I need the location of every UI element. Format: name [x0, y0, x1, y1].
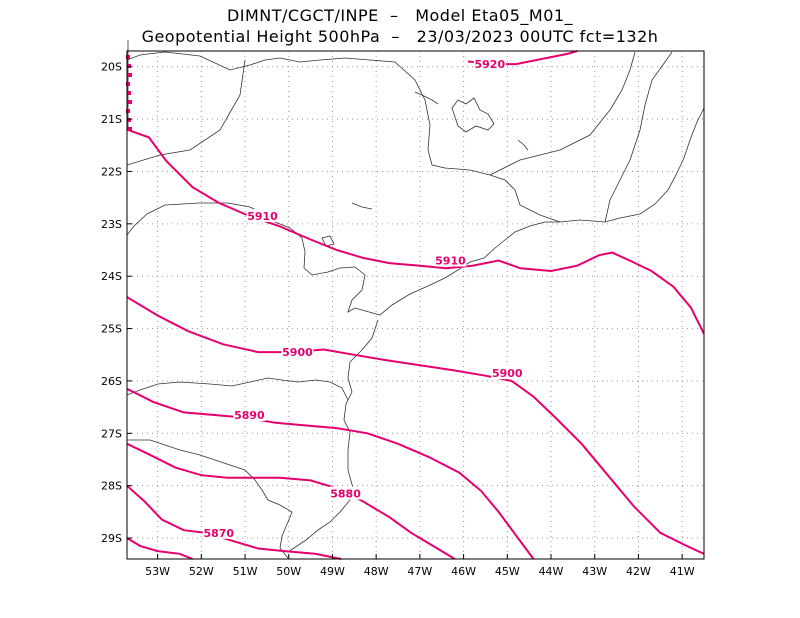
lon-tick-label: 45W	[495, 565, 520, 578]
edge-contour-mark	[126, 109, 130, 113]
lat-tick-label: 29S	[101, 532, 122, 545]
lat-tick-label: 22S	[101, 165, 122, 178]
edge-contour-mark	[127, 118, 131, 122]
lon-tick-label: 47W	[407, 565, 432, 578]
lon-tick-label: 52W	[189, 565, 214, 578]
lon-tick-label: 53W	[145, 565, 170, 578]
contour-label: 5880	[330, 488, 361, 501]
contour-labels: 5920 5910 5910 5900 5900 5890 5880 5870	[202, 57, 524, 540]
contour-label: 5900	[492, 367, 523, 380]
contour-lines	[126, 50, 705, 560]
contour-label: 5890	[234, 409, 265, 422]
map-title-line1: DIMNT/CGCT/INPE – Model Eta05_M01_	[226, 6, 574, 25]
edge-contour-mark	[128, 127, 132, 131]
contour-label-bg	[491, 366, 524, 380]
contour-label: 5910	[247, 210, 278, 223]
contour-5870	[126, 484, 342, 560]
contour-label: 5910	[435, 254, 466, 267]
contour-label-bg	[281, 345, 314, 359]
edge-contour-mark	[126, 55, 130, 59]
edge-contour-mark	[127, 91, 131, 95]
lon-tick-label: 50W	[276, 565, 301, 578]
contour-5880	[126, 442, 456, 560]
contour-5860	[126, 537, 193, 560]
contour-5890	[126, 387, 535, 560]
contour-label-bg	[202, 525, 235, 539]
gridlines	[127, 51, 704, 559]
edge-contour-mark	[128, 73, 132, 77]
edge-contour-mark	[128, 100, 132, 104]
lat-tick-label: 26S	[101, 375, 122, 388]
lat-tick-label: 24S	[101, 270, 122, 283]
contour-label: 5870	[203, 527, 234, 540]
lat-tick-label: 28S	[101, 480, 122, 493]
contour-label: 5900	[282, 346, 313, 359]
edge-contour-mark	[126, 82, 130, 86]
edge-contour-mark	[127, 64, 131, 68]
lat-tick-label: 27S	[101, 427, 122, 440]
lat-tick-label: 20S	[101, 61, 122, 74]
lon-tick-label: 46W	[451, 565, 476, 578]
map-title-line2: Geopotential Height 500hPa – 23/03/2023 …	[141, 27, 659, 46]
lon-tick-label: 49W	[320, 565, 345, 578]
lon-tick-label: 44W	[539, 565, 564, 578]
coastline-borders	[126, 40, 705, 559]
contour-label-bg	[329, 486, 362, 500]
axis-ticks: 53W 52W 51W 50W 49W 48W 47W 46W 45W 44W 43W 42W 41W 2…	[101, 61, 695, 578]
contour-label: 5920	[474, 58, 505, 71]
contour-5900	[126, 296, 705, 555]
lat-tick-label: 25S	[101, 323, 122, 336]
lon-tick-label: 51W	[233, 565, 258, 578]
lon-tick-label: 48W	[364, 565, 389, 578]
lon-tick-label: 41W	[670, 565, 695, 578]
lat-tick-label: 23S	[101, 218, 122, 231]
contour-label-bg	[246, 208, 279, 222]
contour-label-bg	[233, 407, 266, 421]
lon-tick-label: 43W	[582, 565, 607, 578]
contour-label-bg	[434, 253, 467, 267]
lat-tick-label: 21S	[101, 113, 122, 126]
map-frame	[126, 50, 705, 560]
contour-5910	[126, 128, 705, 335]
lon-tick-label: 42W	[626, 565, 651, 578]
contour-label-bg	[473, 57, 506, 71]
